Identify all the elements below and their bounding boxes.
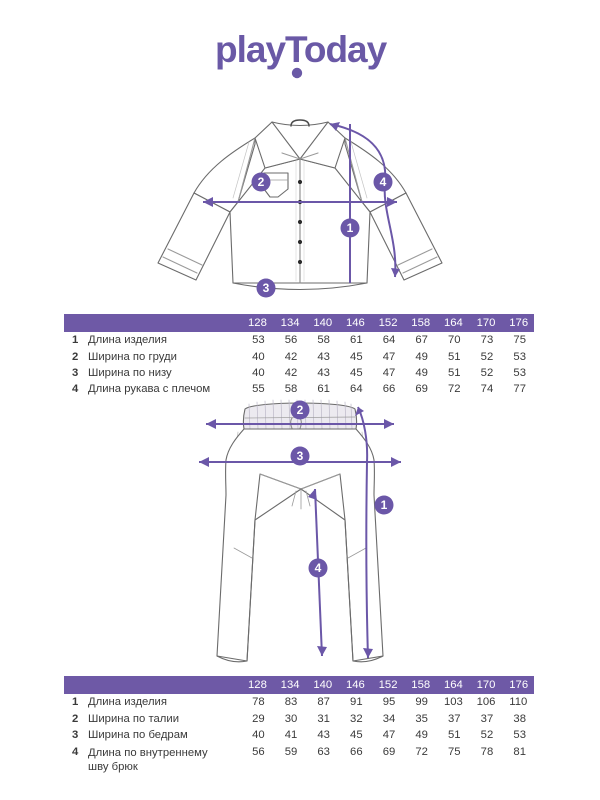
svg-text:2: 2: [297, 403, 304, 417]
svg-text:1: 1: [381, 498, 388, 512]
svg-text:4: 4: [315, 561, 322, 575]
svg-text:3: 3: [297, 449, 304, 463]
